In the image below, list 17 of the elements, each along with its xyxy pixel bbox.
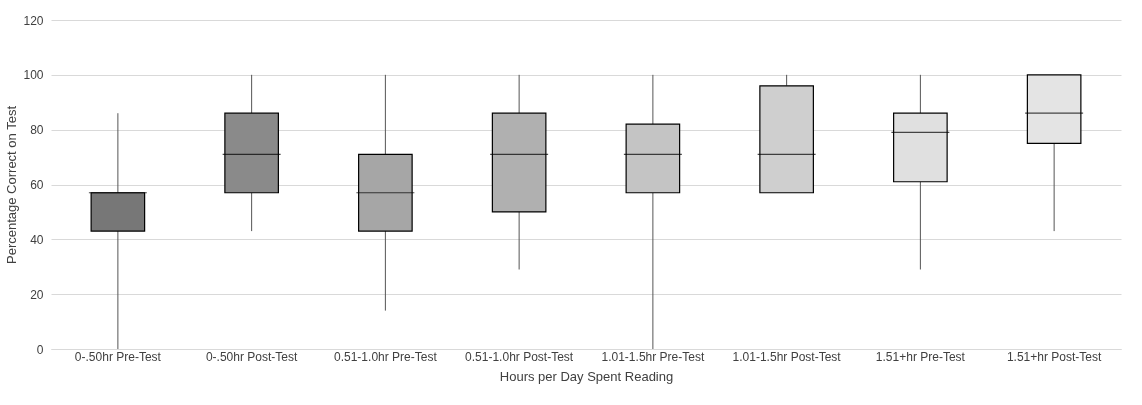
x-tick-label: 1.51+hr Pre-Test: [875, 349, 966, 364]
y-tick-label: 100: [23, 68, 44, 83]
x-axis-title: Hours per Day Spent Reading: [499, 368, 674, 384]
y-tick-label: 20: [30, 287, 44, 302]
y-tick-label: 60: [30, 178, 44, 192]
x-tick-label: 0.51-1.0hr Pre-Test: [334, 349, 438, 364]
x-tick-label: 1.01-1.5hr Pre-Test: [601, 349, 705, 364]
x-tick-label: 1.51+hr Post-Test: [1006, 349, 1102, 364]
x-tick-label: 1.01-1.5hr Post-Test: [732, 349, 842, 364]
y-tick-label: 80: [30, 123, 44, 138]
x-tick-label: 0-.50hr Pre-Test: [74, 349, 162, 364]
y-tick-label: 120: [23, 13, 44, 28]
y-axis-title: Percentage Correct on Test: [4, 105, 20, 265]
x-tick-label: 0.51-1.0hr Post-Test: [465, 349, 574, 364]
y-tick-label: 0: [36, 342, 44, 357]
y-tick-label: 40: [30, 232, 44, 247]
x-tick-label: 0-.50hr Post-Test: [205, 349, 298, 364]
